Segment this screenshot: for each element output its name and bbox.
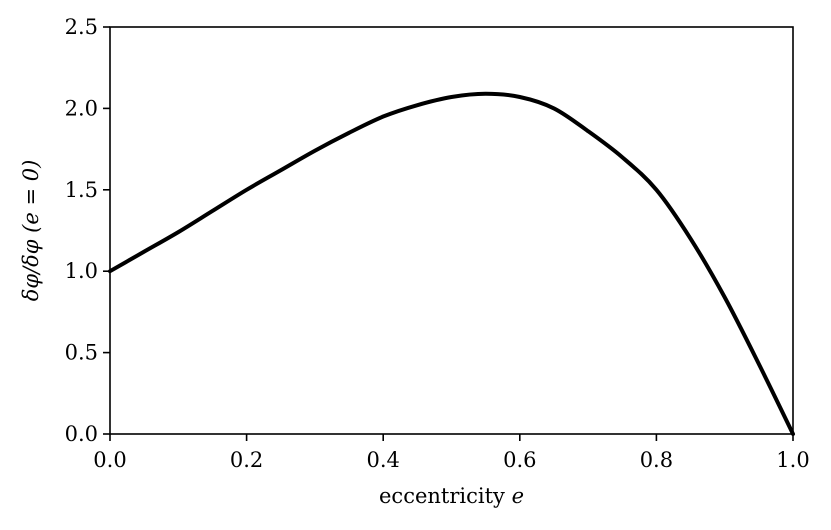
- axes-frame: [109, 26, 794, 435]
- x-tick-label: 0.6: [503, 448, 536, 472]
- y-axis-label: δφ/δφ (e = 0): [19, 160, 43, 302]
- x-axis-label-math: e: [512, 484, 524, 508]
- y-tick-label: 2.0: [65, 96, 98, 120]
- y-axis-label-math: δφ/δφ (e = 0): [19, 160, 43, 302]
- x-tick-label: 0.8: [640, 448, 673, 472]
- y-tick-label: 0.0: [65, 422, 98, 446]
- x-tick-label: 0.2: [230, 448, 263, 472]
- y-tick-label: 1.5: [65, 178, 98, 202]
- y-axis: 0.0 0.5 1.0 1.5 2.0 2.5: [65, 15, 110, 446]
- x-axis: 0.0 0.2 0.4 0.6 0.8 1.0: [93, 434, 810, 472]
- x-tick-label: 0.4: [366, 448, 399, 472]
- series-line: [108, 91, 795, 436]
- x-tick-label: 0.0: [93, 448, 126, 472]
- x-axis-label: eccentricity e: [379, 484, 524, 508]
- x-tick-label: 1.0: [776, 448, 809, 472]
- y-tick-label: 1.0: [65, 259, 98, 283]
- y-tick-label: 0.5: [65, 341, 98, 365]
- x-axis-label-text: eccentricity: [379, 484, 512, 508]
- y-tick-label: 2.5: [65, 15, 98, 39]
